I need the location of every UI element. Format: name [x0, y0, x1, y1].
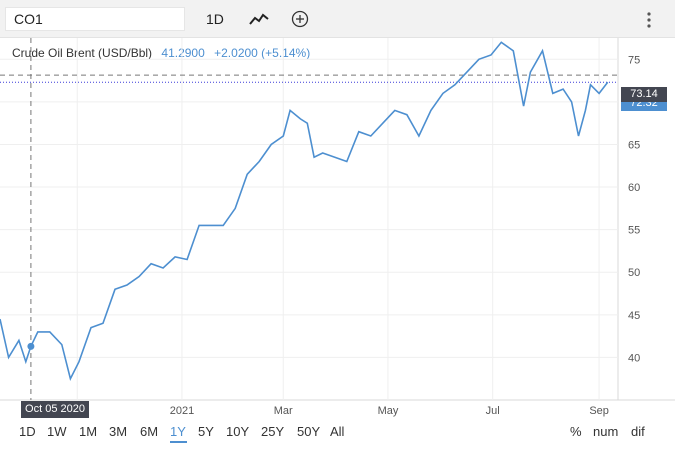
- y-tick-label: 40: [628, 352, 640, 364]
- scale-button-percent[interactable]: %: [570, 424, 582, 439]
- x-tick-label: Jul: [486, 405, 500, 417]
- y-tick-label: 45: [628, 310, 640, 322]
- x-tick-label: 2021: [170, 405, 194, 417]
- y-tick-label: 65: [628, 139, 640, 151]
- interval-button[interactable]: 1D: [206, 11, 224, 27]
- range-button-1m[interactable]: 1M: [79, 424, 98, 439]
- x-axis: Nov2021MarMayJulSep: [67, 405, 608, 417]
- vertical-dots-icon[interactable]: [643, 11, 655, 29]
- y-tick-label: 50: [628, 267, 640, 279]
- crosshair-price-tag: 73.14: [621, 87, 667, 102]
- x-tick-label: Sep: [589, 405, 609, 417]
- line-chart-icon[interactable]: [249, 12, 269, 26]
- range-button-5y[interactable]: 5Y: [198, 424, 214, 439]
- range-button-1d[interactable]: 1D: [19, 424, 36, 439]
- chart-grid: [0, 38, 675, 401]
- scale-button-num[interactable]: num: [593, 424, 619, 439]
- price-chart[interactable]: 4045505560657075 Nov2021MarMayJulSep: [0, 38, 675, 421]
- y-tick-label: 75: [628, 54, 640, 66]
- y-tick-label: 55: [628, 225, 640, 237]
- range-button-6m[interactable]: 6M: [140, 424, 159, 439]
- plus-circle-icon[interactable]: [290, 9, 310, 29]
- range-button-50y[interactable]: 50Y: [297, 424, 321, 439]
- range-button-10y[interactable]: 10Y: [226, 424, 250, 439]
- series-last-value: 41.2900: [161, 46, 205, 60]
- chart-toolbar: 1D: [0, 0, 675, 38]
- crosshair-date-tag: Oct 05 2020: [21, 401, 89, 418]
- symbol-input[interactable]: [5, 7, 185, 31]
- scale-button-dif[interactable]: dif: [631, 424, 645, 439]
- active-range-underline: [170, 441, 187, 443]
- y-axis: 4045505560657075: [628, 54, 640, 364]
- range-button-1y[interactable]: 1Y: [170, 424, 186, 439]
- range-button-1w[interactable]: 1W: [47, 424, 67, 439]
- crosshair-point: [27, 342, 35, 350]
- series-legend: Crude Oil Brent (USD/Bbl) 41.2900 +2.020…: [12, 46, 310, 60]
- series-change: +2.0200 (+5.14%): [214, 46, 311, 60]
- series-name: Crude Oil Brent (USD/Bbl): [12, 46, 153, 60]
- range-button-all[interactable]: All: [330, 424, 345, 439]
- x-tick-label: Mar: [274, 405, 293, 417]
- y-tick-label: 60: [628, 182, 640, 194]
- range-button-3m[interactable]: 3M: [109, 424, 128, 439]
- x-tick-label: May: [378, 405, 399, 417]
- range-selector: 1D 1W 1M 3M 6M 1Y 5Y 10Y 25Y 50Y All% num dif: [0, 421, 675, 443]
- series-line: [0, 41, 609, 381]
- range-button-25y[interactable]: 25Y: [261, 424, 285, 439]
